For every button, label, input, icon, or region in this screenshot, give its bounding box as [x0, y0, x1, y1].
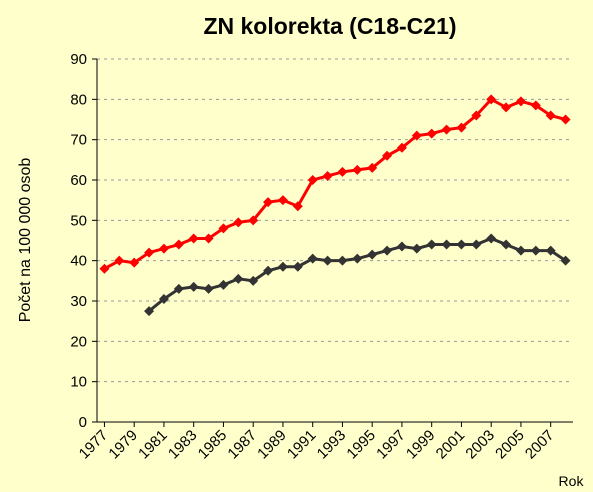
marker	[545, 110, 556, 121]
marker	[248, 215, 259, 226]
x-tick-label: 2001	[433, 427, 469, 463]
x-tick-label: 1991	[284, 427, 320, 463]
marker	[471, 239, 482, 250]
y-axis-label: Počet na 100 000 osob	[17, 158, 34, 323]
marker	[501, 102, 512, 113]
marker	[322, 255, 333, 266]
marker	[99, 263, 110, 274]
marker	[114, 255, 125, 266]
marker	[188, 281, 199, 292]
marker	[486, 94, 497, 105]
marker	[322, 170, 333, 181]
marker	[173, 283, 184, 294]
x-tick-label: 1985	[195, 427, 231, 463]
marker	[367, 249, 378, 260]
marker	[426, 128, 437, 139]
x-tick-label: 2007	[522, 427, 558, 463]
marker	[426, 239, 437, 250]
marker	[337, 255, 348, 266]
series-line	[148, 236, 567, 313]
marker	[530, 245, 541, 256]
y-tick-label: 10	[70, 374, 87, 391]
marker	[144, 247, 155, 258]
x-tick-label: 1997	[373, 427, 409, 463]
y-tick-label: 80	[70, 91, 87, 108]
y-tick-label: 50	[70, 212, 87, 229]
marker	[560, 255, 571, 266]
marker	[307, 253, 318, 264]
x-tick-label: 1981	[135, 427, 171, 463]
marker	[456, 239, 467, 250]
marker	[515, 245, 526, 256]
y-tick-label: 70	[70, 132, 87, 149]
marker	[218, 223, 229, 234]
marker	[396, 241, 407, 252]
marker	[382, 150, 393, 161]
marker	[396, 142, 407, 153]
marker	[352, 164, 363, 175]
marker	[486, 233, 497, 244]
marker	[367, 162, 378, 173]
marker	[263, 265, 274, 276]
marker	[456, 122, 467, 133]
x-tick-label: 1987	[224, 427, 260, 463]
x-tick-label: 2003	[462, 427, 498, 463]
marker	[411, 130, 422, 141]
y-tick-label: 20	[70, 333, 87, 350]
marker	[248, 275, 259, 286]
x-tick-label: 1983	[165, 427, 201, 463]
marker	[441, 124, 452, 135]
marker	[263, 197, 274, 208]
marker	[515, 96, 526, 107]
chart-title: ZN kolorekta (C18-C21)	[203, 13, 456, 39]
marker	[277, 261, 288, 272]
marker	[173, 239, 184, 250]
y-tick-label: 40	[70, 253, 87, 270]
x-axis-label: Rok	[559, 473, 585, 489]
y-tick-label: 60	[70, 172, 87, 189]
y-tick-label: 0	[79, 414, 87, 431]
marker	[129, 257, 140, 268]
marker	[560, 114, 571, 125]
x-tick-label: 1977	[76, 427, 112, 463]
marker	[233, 273, 244, 284]
marker	[545, 245, 556, 256]
series-line	[103, 97, 566, 271]
x-tick-label: 1979	[105, 427, 141, 463]
marker	[352, 253, 363, 264]
x-tick-label: 1999	[403, 427, 439, 463]
marker	[307, 175, 318, 185]
x-tick-label: 1989	[254, 427, 290, 463]
marker	[218, 279, 229, 290]
x-tick-label: 1995	[343, 427, 379, 463]
y-tick-label: 90	[70, 51, 87, 68]
x-tick-label: 1993	[314, 427, 350, 463]
marker	[530, 100, 541, 111]
marker	[292, 261, 303, 272]
marker	[337, 166, 348, 177]
marker	[277, 195, 288, 206]
marker	[441, 239, 452, 250]
marker	[471, 110, 482, 121]
marker	[144, 306, 155, 317]
marker	[411, 243, 422, 254]
marker	[292, 201, 303, 212]
marker	[203, 283, 214, 294]
marker	[158, 293, 169, 304]
marker	[203, 233, 214, 244]
y-tick-label: 30	[70, 293, 87, 310]
marker	[233, 217, 244, 228]
x-tick-label: 2005	[492, 427, 528, 463]
marker	[382, 245, 393, 256]
marker	[501, 239, 512, 250]
marker	[158, 243, 169, 254]
marker	[188, 233, 199, 244]
